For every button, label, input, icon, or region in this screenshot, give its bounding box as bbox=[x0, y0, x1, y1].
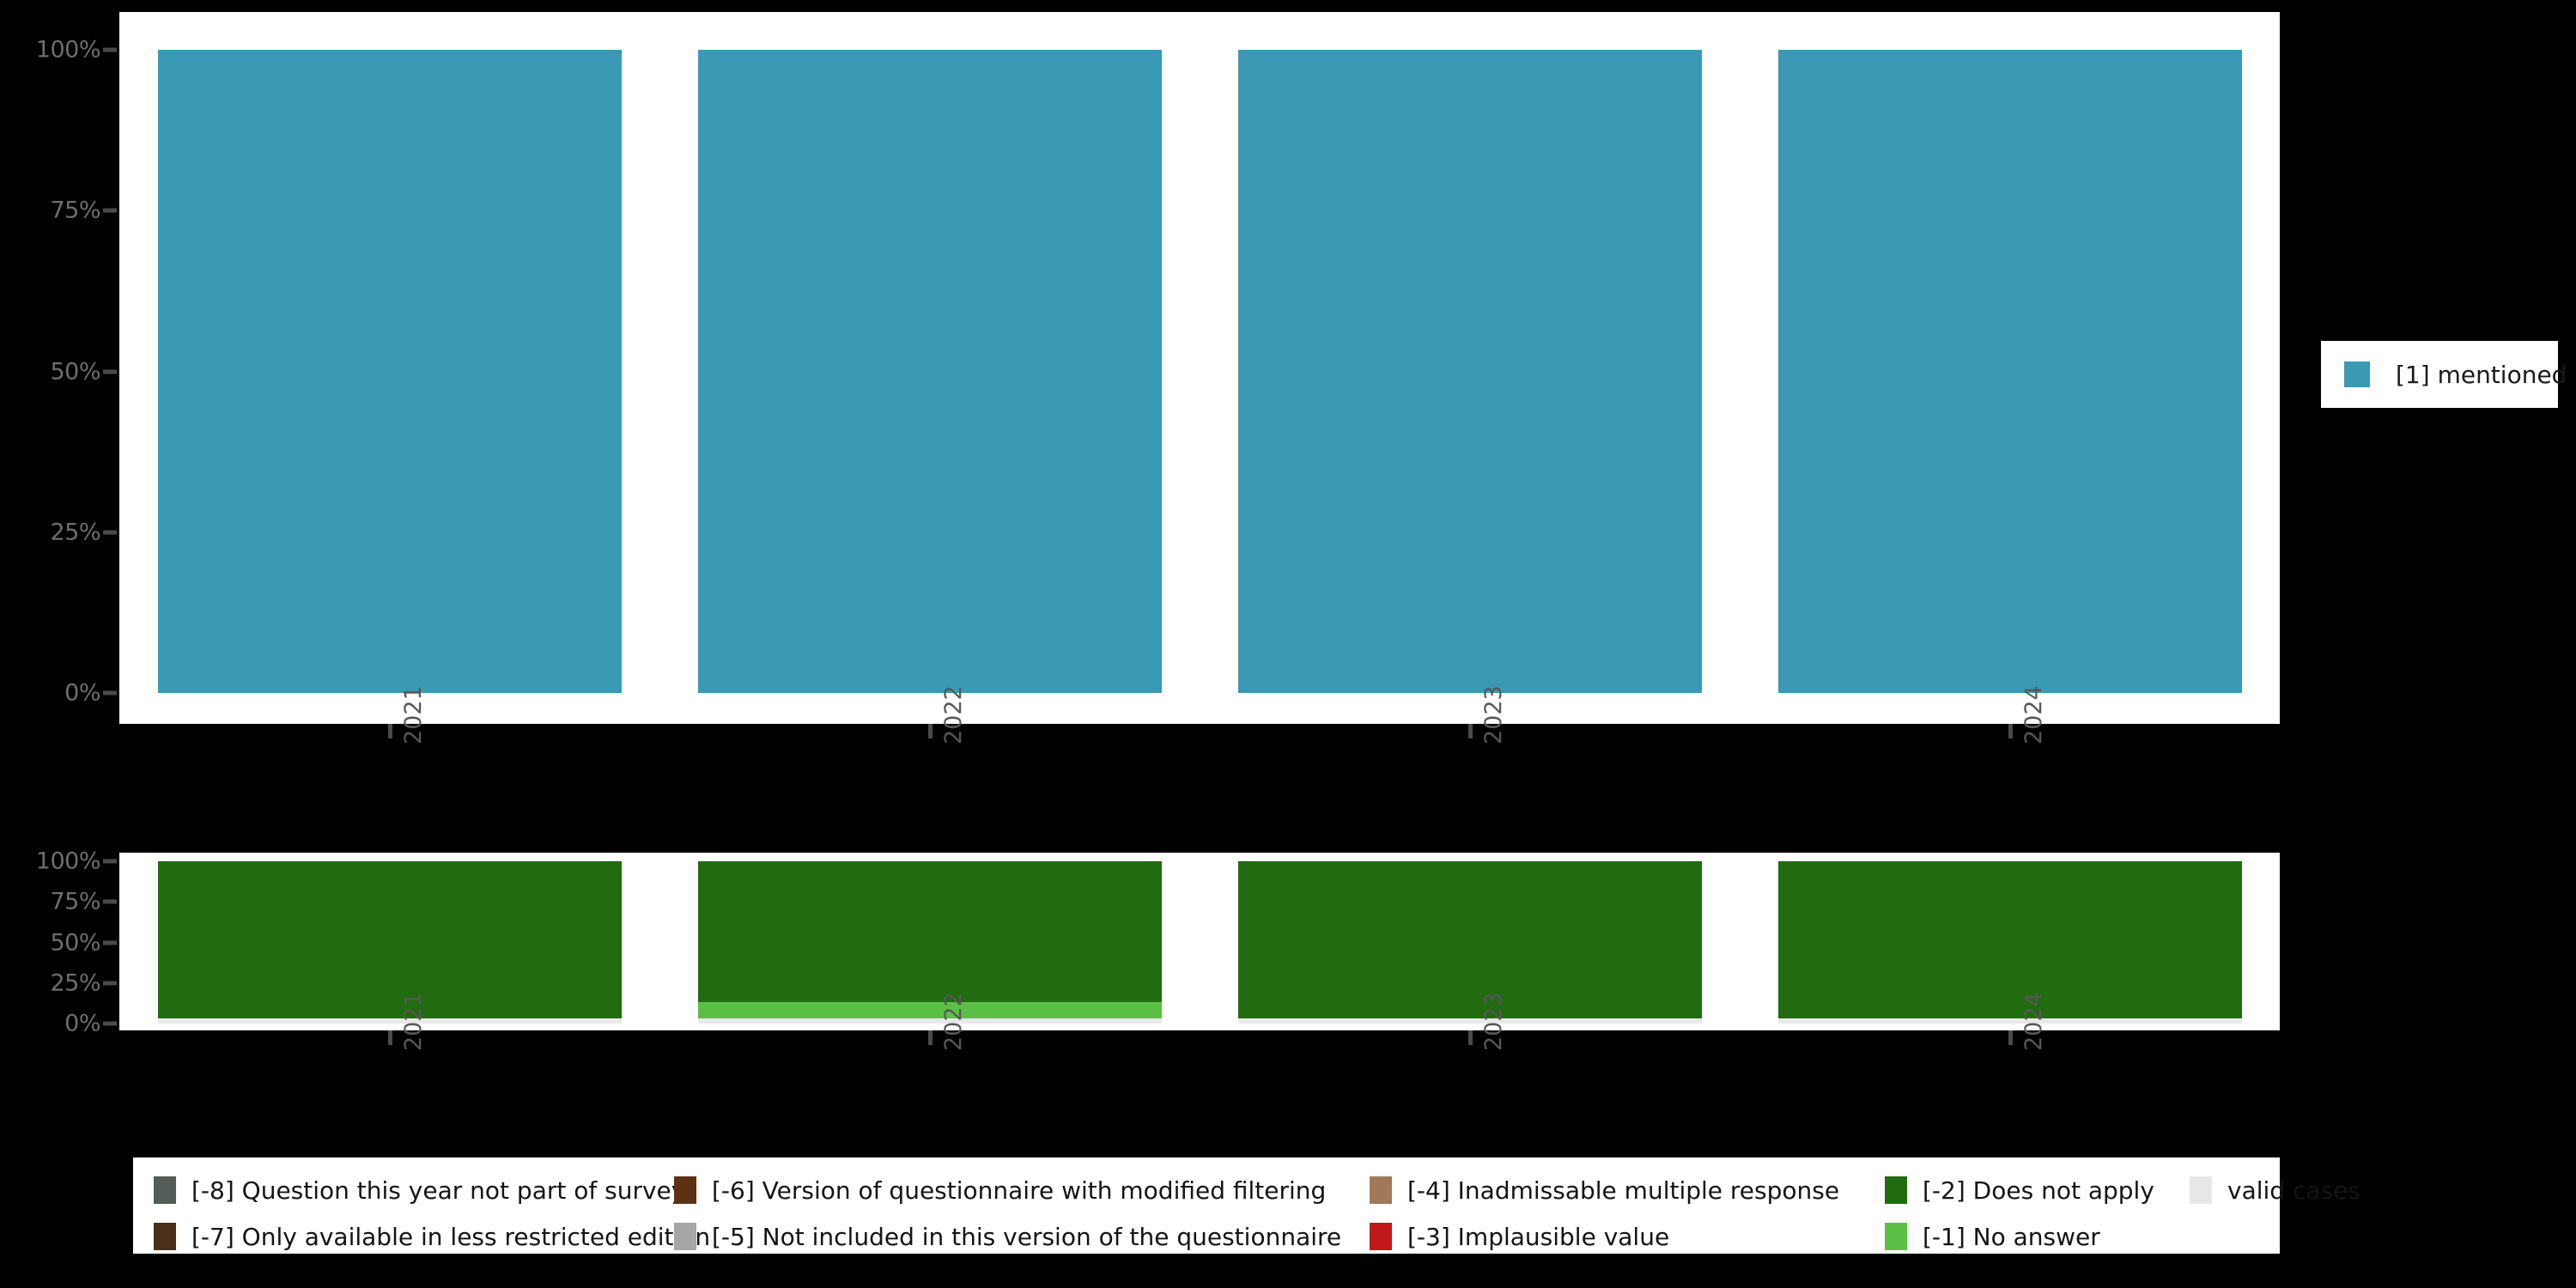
bottom-bar-2022 bbox=[697, 861, 1162, 1024]
bottom-x-tick-label-2022: 2022 bbox=[939, 992, 967, 1051]
top-bar-2024 bbox=[1777, 50, 2242, 693]
legend-entry: [-6] Version of questionnaire with modif… bbox=[674, 1173, 1326, 1207]
bottom-y-tick-label: 0% bbox=[64, 1010, 100, 1037]
bottom-x-tick-mark bbox=[387, 1030, 392, 1045]
top-bar-2023 bbox=[1237, 50, 1702, 693]
top-chart-y-axis: 100% 75% 50% 25% 0% bbox=[0, 0, 119, 738]
bottom-chart-x-axis: 2021 2022 2023 2024 bbox=[387, 992, 2047, 1051]
top-y-tick-mark bbox=[103, 208, 117, 213]
legend-entry: [-8] Question this year not part of surv… bbox=[154, 1173, 685, 1207]
legend-label-mentioned: [1] mentioned bbox=[2396, 360, 2567, 389]
bottom-y-tick-mark bbox=[103, 981, 117, 986]
top-bar-2022 bbox=[697, 50, 1162, 693]
bottom-chart-y-axis: 100% 75% 50% 25% 0% bbox=[0, 0, 119, 1116]
legend-entry: [-7] Only available in less restricted e… bbox=[154, 1219, 710, 1254]
bottom-bar-segment bbox=[157, 1018, 622, 1024]
bottom-bar-2024 bbox=[1777, 861, 2242, 1024]
bottom-chart-panel bbox=[119, 853, 2280, 1030]
top-y-tick-label: 25% bbox=[50, 519, 100, 546]
bottom-bar-segment bbox=[697, 1002, 1162, 1019]
legend-swatch bbox=[1370, 1223, 1392, 1250]
top-y-tick-mark bbox=[103, 530, 117, 535]
legend-entry: valid cases bbox=[2190, 1173, 2360, 1207]
legend-swatch bbox=[1885, 1176, 1907, 1204]
bottom-y-tick-label: 100% bbox=[35, 848, 101, 875]
bottom-y-tick-mark bbox=[103, 1021, 117, 1026]
top-chart-panel bbox=[119, 12, 2280, 724]
top-y-tick-mark bbox=[103, 369, 117, 374]
legend-entry: [-5] Not included in this version of the… bbox=[674, 1219, 1341, 1254]
bottom-x-tick-label-2021: 2021 bbox=[399, 992, 427, 1051]
bottom-y-tick-mark bbox=[103, 940, 117, 945]
top-y-tick-mark bbox=[103, 690, 117, 696]
bottom-bar-segment bbox=[1777, 1018, 2242, 1024]
legend-label: [-5] Not included in this version of the… bbox=[712, 1222, 1342, 1251]
bottom-x-tick-label-2023: 2023 bbox=[1479, 992, 1507, 1051]
bottom-bar-2021 bbox=[157, 861, 622, 1024]
top-x-tick-mark bbox=[387, 724, 392, 738]
legend-entry: [-2] Does not apply bbox=[1885, 1173, 2154, 1207]
bottom-y-tick-mark bbox=[103, 859, 117, 864]
bottom-y-tick-mark bbox=[103, 899, 117, 904]
bottom-bar-segment bbox=[1237, 1018, 1702, 1024]
bottom-bar-2023 bbox=[1237, 861, 1702, 1024]
bottom-x-tick-mark bbox=[927, 1030, 933, 1045]
top-x-tick-mark bbox=[1467, 724, 1473, 738]
bottom-bar-segment bbox=[697, 1018, 1162, 1024]
legend-swatch bbox=[674, 1223, 696, 1250]
top-chart-x-axis: 2021 2022 2023 2024 bbox=[387, 685, 2047, 744]
top-x-tick-mark bbox=[2008, 724, 2013, 738]
bottom-chart-legend: [-8] Question this year not part of surv… bbox=[133, 1157, 2360, 1254]
legend-swatch bbox=[154, 1223, 176, 1250]
top-y-tick-label: 100% bbox=[35, 36, 101, 64]
legend-label: [-4] Inadmissable multiple response bbox=[1407, 1176, 1840, 1205]
top-bar-2021 bbox=[157, 50, 622, 693]
top-y-tick-label: 50% bbox=[50, 358, 100, 385]
bottom-bar-segment bbox=[697, 861, 1162, 1003]
legend-swatch bbox=[674, 1176, 696, 1204]
legend-swatch bbox=[1370, 1176, 1392, 1204]
legend-label: [-1] No answer bbox=[1923, 1222, 2100, 1251]
legend-entry: [-1] No answer bbox=[1885, 1219, 2100, 1254]
bottom-y-tick-label: 25% bbox=[50, 969, 100, 997]
legend-row-bottom: [-7] Only available in less restricted e… bbox=[133, 1219, 2280, 1254]
bottom-y-tick-label: 50% bbox=[50, 929, 100, 956]
legend-swatch bbox=[1885, 1223, 1907, 1250]
legend-swatch bbox=[2190, 1176, 2212, 1204]
bottom-bar-segment bbox=[1777, 861, 2242, 1019]
legend-label: valid cases bbox=[2227, 1176, 2360, 1205]
bottom-bar-segment bbox=[157, 861, 622, 1019]
bottom-x-tick-mark bbox=[2008, 1030, 2013, 1045]
bottom-x-tick-label-2024: 2024 bbox=[2020, 992, 2047, 1051]
legend-label: [-2] Does not apply bbox=[1923, 1176, 2154, 1205]
legend-row-top: [-8] Question this year not part of surv… bbox=[133, 1173, 2360, 1207]
bottom-x-tick-mark bbox=[1467, 1030, 1473, 1045]
top-chart-plot-area bbox=[119, 12, 2280, 724]
legend-entry: [-4] Inadmissable multiple response bbox=[1370, 1173, 1839, 1207]
legend-swatch-mentioned bbox=[2344, 361, 2370, 387]
legend-label: [-6] Version of questionnaire with modif… bbox=[712, 1176, 1327, 1205]
bottom-y-tick-label: 75% bbox=[50, 888, 100, 915]
legend-entry: [-3] Implausible value bbox=[1370, 1219, 1669, 1254]
top-chart-legend: [1] mentioned bbox=[2321, 341, 2567, 408]
top-y-tick-label: 75% bbox=[50, 197, 100, 224]
legend-label: [-3] Implausible value bbox=[1407, 1222, 1670, 1251]
legend-label: [-7] Only available in less restricted e… bbox=[191, 1222, 711, 1251]
top-x-tick-mark bbox=[927, 724, 933, 738]
top-y-tick-mark bbox=[103, 47, 117, 52]
bottom-bar-segment bbox=[1237, 861, 1702, 1019]
legend-label: [-8] Question this year not part of surv… bbox=[191, 1176, 686, 1205]
top-y-tick-label: 0% bbox=[64, 679, 100, 707]
legend-swatch bbox=[154, 1176, 176, 1204]
